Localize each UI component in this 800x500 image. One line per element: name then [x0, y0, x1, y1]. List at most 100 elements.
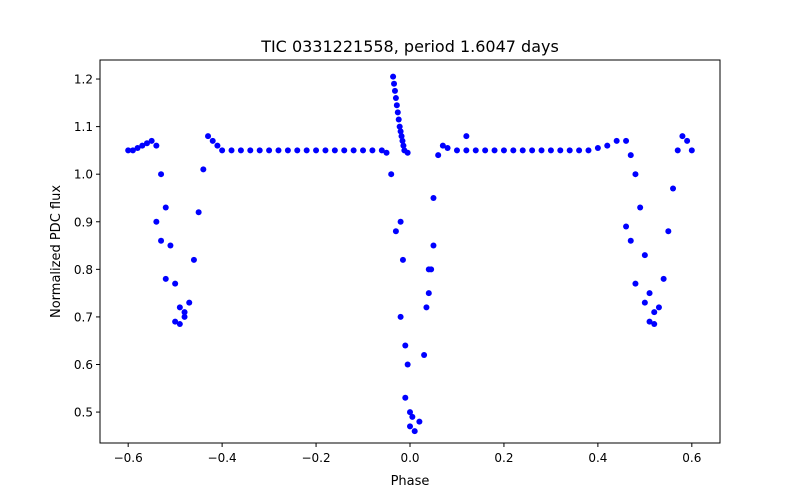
data-point-s0-61 [538, 147, 545, 154]
data-point-s0-63 [557, 147, 564, 154]
data-point-s1-0 [390, 73, 397, 80]
data-point-s0-62 [547, 147, 554, 154]
data-point-s0-75 [646, 290, 653, 297]
data-point-s0-78 [660, 275, 667, 282]
data-point-s2-3 [162, 275, 169, 282]
data-point-s0-58 [510, 147, 517, 154]
data-point-s1-2 [391, 87, 398, 94]
data-point-s0-84 [688, 147, 695, 154]
data-point-s2-16 [423, 304, 430, 311]
x-tick-label: −0.6 [114, 451, 143, 465]
data-point-s0-44 [411, 428, 418, 435]
data-point-s1-6 [395, 116, 402, 123]
data-point-s0-3 [139, 142, 146, 149]
data-point-s0-68 [604, 142, 611, 149]
data-point-s0-2 [134, 145, 141, 152]
data-point-s0-42 [402, 394, 409, 401]
data-point-s1-14 [463, 133, 470, 140]
data-point-s1-4 [393, 102, 400, 109]
data-point-s2-5 [153, 218, 160, 225]
data-point-s2-19 [430, 242, 437, 249]
data-point-s0-10 [172, 280, 179, 287]
y-tick-label: 0.6 [74, 358, 93, 372]
chart-title: TIC 0331221558, period 1.6047 days [260, 37, 559, 56]
x-tick-label: 0.0 [400, 451, 419, 465]
data-point-s1-11 [400, 142, 407, 149]
data-point-s0-5 [148, 137, 155, 144]
x-tick-label: 0.2 [494, 451, 513, 465]
data-point-s0-26 [275, 147, 282, 154]
data-point-s0-82 [679, 133, 686, 140]
data-point-s0-33 [341, 147, 348, 154]
y-tick-label: 1.0 [74, 168, 93, 182]
data-point-s2-2 [181, 313, 188, 320]
data-point-s0-48 [430, 194, 437, 201]
y-tick-label: 0.5 [74, 406, 93, 420]
data-point-s0-52 [453, 147, 460, 154]
data-point-s0-30 [313, 147, 320, 154]
data-point-s0-49 [435, 152, 442, 159]
data-point-s0-25 [266, 147, 273, 154]
data-point-s0-28 [294, 147, 301, 154]
data-point-s0-50 [439, 142, 446, 149]
data-point-s0-13 [186, 299, 193, 306]
x-axis-label: Phase [391, 474, 430, 489]
data-point-s0-38 [383, 149, 390, 156]
data-point-s0-8 [162, 204, 169, 211]
data-point-s2-12 [402, 342, 409, 349]
y-tick-label: 1.1 [74, 120, 93, 134]
data-point-s0-22 [237, 147, 244, 154]
data-point-s0-0 [125, 147, 132, 154]
data-point-s0-67 [594, 145, 601, 152]
data-point-s2-21 [399, 256, 406, 263]
data-point-s0-55 [482, 147, 489, 154]
data-point-s0-21 [228, 147, 235, 154]
data-point-s2-0 [172, 318, 179, 325]
data-point-s1-13 [404, 149, 411, 156]
data-point-s0-69 [613, 137, 620, 144]
data-point-s0-73 [637, 204, 644, 211]
data-point-s0-79 [665, 228, 672, 235]
data-point-s0-54 [472, 147, 479, 154]
data-point-s2-17 [425, 290, 432, 297]
data-point-s0-46 [421, 351, 428, 358]
data-point-s0-57 [500, 147, 507, 154]
data-point-s0-76 [651, 309, 658, 316]
x-tick-label: −0.4 [208, 451, 237, 465]
data-point-s0-11 [176, 304, 183, 311]
data-point-s0-45 [416, 418, 423, 425]
data-point-s0-65 [576, 147, 583, 154]
data-point-s0-19 [214, 142, 221, 149]
data-point-s0-81 [674, 147, 681, 154]
y-tick-label: 0.9 [74, 215, 93, 229]
data-point-s2-15 [409, 413, 416, 420]
data-point-s2-8 [646, 318, 653, 325]
data-point-s0-27 [284, 147, 291, 154]
data-point-s0-32 [331, 147, 338, 154]
x-tick-label: −0.2 [301, 451, 330, 465]
data-point-s0-37 [378, 147, 385, 154]
y-tick-label: 0.8 [74, 263, 93, 277]
scatter-points [125, 73, 695, 435]
x-tick-label: 0.6 [682, 451, 701, 465]
data-point-s2-4 [158, 237, 165, 244]
data-point-s0-17 [205, 133, 212, 140]
y-axis-ticks: 0.5 0.6 0.7 0.8 0.9 1.0 1.1 1.2 [74, 73, 100, 420]
data-point-s0-35 [360, 147, 367, 154]
data-point-s0-40 [392, 228, 399, 235]
data-point-s0-9 [167, 242, 174, 249]
data-point-s2-13 [404, 361, 411, 368]
data-point-s0-14 [190, 256, 197, 263]
data-point-s0-51 [444, 145, 451, 152]
data-point-s1-5 [394, 109, 401, 116]
data-point-s2-18 [428, 266, 435, 273]
data-point-s0-15 [195, 209, 202, 216]
data-point-s0-36 [369, 147, 376, 154]
data-point-s2-6 [632, 280, 639, 287]
data-point-s0-16 [200, 166, 207, 173]
x-tick-label: 0.4 [588, 451, 607, 465]
data-point-s1-3 [392, 95, 399, 102]
data-point-s0-80 [670, 185, 677, 192]
data-point-s0-72 [632, 171, 639, 178]
